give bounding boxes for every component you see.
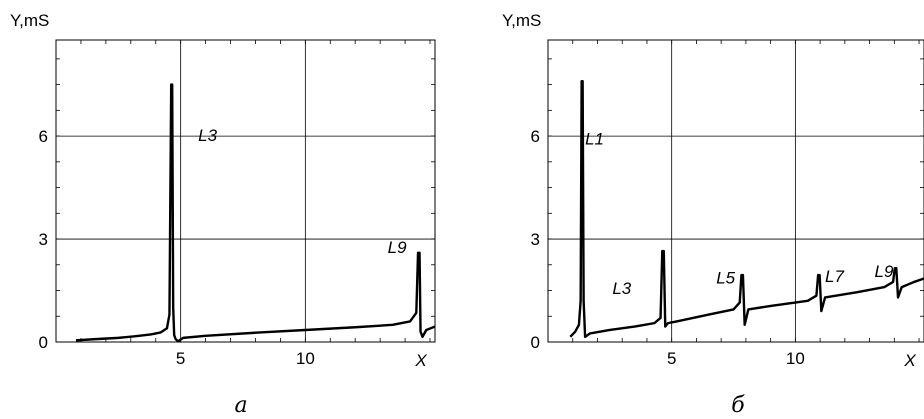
peak-annotation: L5 xyxy=(716,269,735,288)
plot-frame xyxy=(547,39,924,343)
x-tick-label: 10 xyxy=(786,349,805,368)
plot-frame xyxy=(55,39,436,343)
x-tick-label: 5 xyxy=(667,349,676,368)
chart-panel-0: 5 10 0 3 6 Y,mS Xa L3 L9 xyxy=(10,11,436,418)
series-line-0 xyxy=(75,83,436,343)
peak-annotation: L3 xyxy=(198,126,217,145)
y-tick-label: 6 xyxy=(39,127,48,146)
y-axis-label: Y,mS xyxy=(10,11,49,30)
series-line-0 xyxy=(569,79,924,339)
y-tick-label: 3 xyxy=(39,230,48,249)
x-tick-label: 5 xyxy=(176,349,185,368)
x-tick-label: 10 xyxy=(296,349,315,368)
peak-annotation: L3 xyxy=(612,279,631,298)
y-tick-label: 0 xyxy=(531,333,540,352)
y-tick-label: 3 xyxy=(531,230,540,249)
y-axis-label: Y,mS xyxy=(502,11,541,30)
peak-annotation: L1 xyxy=(585,130,604,149)
peak-annotation: L9 xyxy=(875,262,894,281)
x-axis-label: X xyxy=(903,351,916,370)
panel-caption: a xyxy=(234,393,247,418)
x-axis-label: X xyxy=(414,351,427,370)
peak-annotation: L9 xyxy=(388,238,407,257)
chart-panel-1: 5 10 0 3 6 Y,mS Xб L1 L3 L5 L7 L9 xyxy=(502,11,924,418)
peak-annotation: L7 xyxy=(825,267,844,286)
y-tick-label: 6 xyxy=(531,127,540,146)
panel-caption: б xyxy=(731,393,745,418)
y-tick-label: 0 xyxy=(39,333,48,352)
